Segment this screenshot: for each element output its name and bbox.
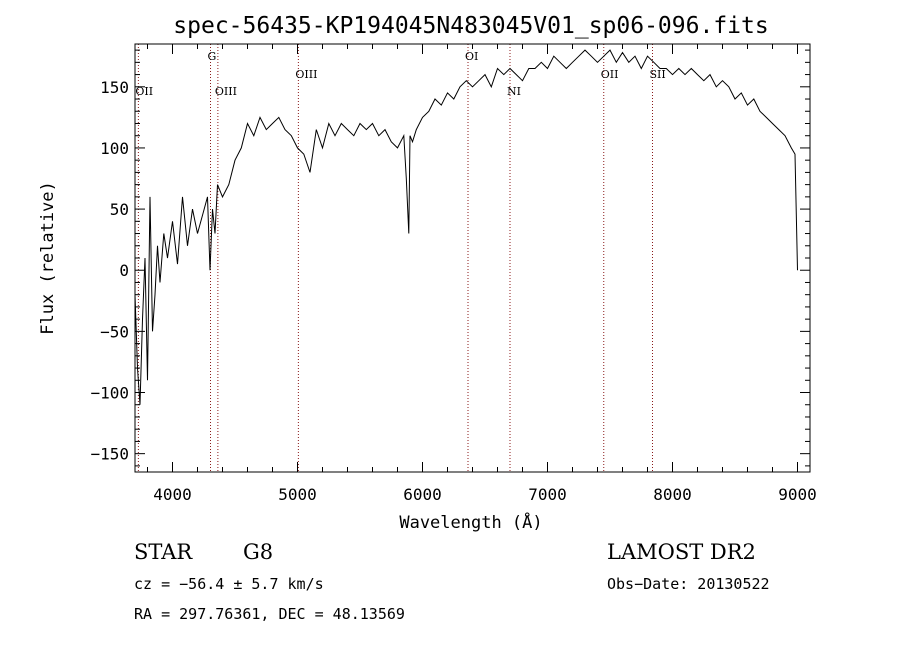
spectral-line-label: NI: [507, 85, 521, 98]
plot-frame: [134, 43, 811, 473]
x-tick-label: 5000: [278, 485, 317, 504]
spectral-line-label: G: [208, 50, 217, 63]
x-axis-label: Wavelength (Å): [399, 511, 542, 533]
y-tick-label: 50: [110, 200, 129, 219]
y-tick-label: 100: [100, 139, 129, 158]
object-subclass: G8: [243, 540, 273, 564]
spectral-line-label: OI: [465, 50, 478, 63]
x-tick-label: 6000: [403, 485, 442, 504]
chart-title: spec-56435-KP194045N483045V01_sp06-096.f…: [173, 13, 768, 39]
emission-lines: OII G OIII OIII OI NI OII SII: [135, 44, 666, 472]
axes: 4000 5000 6000 7000 8000 9000 −150 −100 −50 0 50 10…: [90, 44, 817, 504]
y-tick-label: 0: [119, 261, 129, 280]
x-tick-label: 4000: [153, 485, 192, 504]
y-tick-label: −50: [100, 322, 129, 341]
coordinates-text: RA = 297.76361, DEC = 48.13569: [134, 605, 405, 623]
spectral-line-label: OII: [135, 85, 153, 98]
x-tick-label: 7000: [528, 485, 567, 504]
y-axis-label: Flux (relative): [38, 181, 58, 335]
survey-name: LAMOST DR2: [607, 540, 756, 564]
x-tick-label: 8000: [653, 485, 692, 504]
y-tick-label: −150: [90, 445, 129, 464]
spectral-line-label: OIII: [295, 68, 317, 81]
y-tick-label: 150: [100, 78, 129, 97]
y-tick-label: −100: [90, 384, 129, 403]
object-class: STAR: [134, 540, 193, 564]
spectrum-series-line: [134, 49, 798, 405]
spectral-line-label: SII: [650, 68, 666, 81]
spectral-line-label: OIII: [215, 85, 237, 98]
x-tick-label: 9000: [778, 485, 817, 504]
obs-date-text: Obs−Date: 20130522: [607, 575, 770, 593]
spectral-line-label: OII: [601, 68, 619, 81]
redshift-text: cz = −56.4 ± 5.7 km/s: [134, 575, 324, 593]
